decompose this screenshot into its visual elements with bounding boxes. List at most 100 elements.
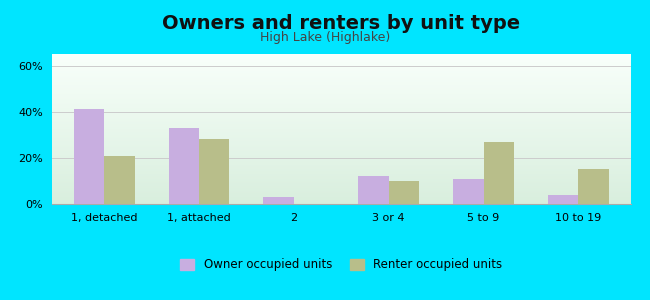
Bar <box>52 84 630 85</box>
Bar <box>52 105 630 106</box>
Bar <box>52 57 630 58</box>
Bar <box>52 66 630 67</box>
Bar <box>52 99 630 100</box>
Bar <box>52 184 630 185</box>
Bar <box>52 173 630 174</box>
Bar <box>52 85 630 86</box>
Bar <box>52 138 630 139</box>
Bar <box>52 63 630 64</box>
Bar <box>52 128 630 129</box>
Bar <box>52 159 630 160</box>
Bar <box>52 122 630 123</box>
Bar <box>52 150 630 151</box>
Legend: Owner occupied units, Renter occupied units: Owner occupied units, Renter occupied un… <box>176 254 507 276</box>
Bar <box>52 75 630 76</box>
Bar <box>52 160 630 161</box>
Bar <box>52 172 630 173</box>
Bar <box>52 110 630 111</box>
Bar <box>358 176 389 204</box>
Bar <box>52 163 630 164</box>
Bar <box>52 144 630 145</box>
Bar <box>263 197 294 204</box>
Bar <box>52 201 630 202</box>
Bar <box>52 62 630 63</box>
Bar <box>52 147 630 148</box>
Bar <box>52 191 630 192</box>
Bar <box>52 61 630 62</box>
Bar <box>52 120 630 121</box>
Bar <box>52 180 630 181</box>
Bar <box>52 203 630 204</box>
Bar <box>52 118 630 119</box>
Bar <box>52 116 630 117</box>
Bar <box>52 198 630 199</box>
Bar <box>52 171 630 172</box>
Bar <box>52 59 630 60</box>
Bar <box>52 165 630 166</box>
Bar <box>52 135 630 136</box>
Bar <box>52 96 630 97</box>
Bar <box>52 155 630 156</box>
Bar <box>52 129 630 130</box>
Bar <box>52 100 630 101</box>
Bar <box>52 83 630 84</box>
Bar <box>52 151 630 152</box>
Bar <box>52 181 630 182</box>
Bar <box>52 132 630 133</box>
Bar <box>52 107 630 108</box>
Bar <box>52 145 630 146</box>
Bar <box>52 153 630 154</box>
Bar <box>52 101 630 102</box>
Bar <box>52 88 630 89</box>
Bar <box>52 119 630 120</box>
Bar <box>52 80 630 81</box>
Bar <box>52 104 630 105</box>
Bar <box>52 178 630 179</box>
Bar <box>52 114 630 115</box>
Bar <box>52 185 630 186</box>
Bar <box>52 187 630 188</box>
Bar <box>52 113 630 114</box>
Bar <box>52 190 630 191</box>
Bar <box>52 192 630 193</box>
Bar <box>52 188 630 189</box>
Bar <box>52 97 630 98</box>
Bar <box>52 157 630 158</box>
Bar <box>52 65 630 66</box>
Bar <box>199 140 229 204</box>
Bar <box>52 182 630 183</box>
Bar <box>52 141 630 142</box>
Bar <box>52 111 630 112</box>
Bar <box>52 142 630 143</box>
Bar <box>52 194 630 195</box>
Bar <box>52 143 630 144</box>
Bar <box>52 158 630 159</box>
Bar <box>52 89 630 90</box>
Bar <box>52 197 630 198</box>
Bar <box>52 133 630 134</box>
Bar <box>52 161 630 162</box>
Bar <box>52 61 630 62</box>
Bar <box>52 70 630 71</box>
Bar <box>52 139 630 140</box>
Bar <box>52 71 630 72</box>
Bar <box>52 195 630 196</box>
Bar <box>52 95 630 96</box>
Title: Owners and renters by unit type: Owners and renters by unit type <box>162 14 520 33</box>
Bar <box>52 170 630 171</box>
Bar <box>52 78 630 79</box>
Bar <box>52 56 630 57</box>
Bar <box>52 183 630 184</box>
Bar <box>52 98 630 99</box>
Bar <box>578 169 608 204</box>
Text: High Lake (Highlake): High Lake (Highlake) <box>260 32 390 44</box>
Bar <box>52 54 630 55</box>
Bar <box>52 125 630 126</box>
Bar <box>52 167 630 168</box>
Bar <box>52 94 630 95</box>
Bar <box>52 108 630 109</box>
Bar <box>52 202 630 203</box>
Bar <box>52 60 630 61</box>
Bar <box>52 186 630 187</box>
Bar <box>52 168 630 169</box>
